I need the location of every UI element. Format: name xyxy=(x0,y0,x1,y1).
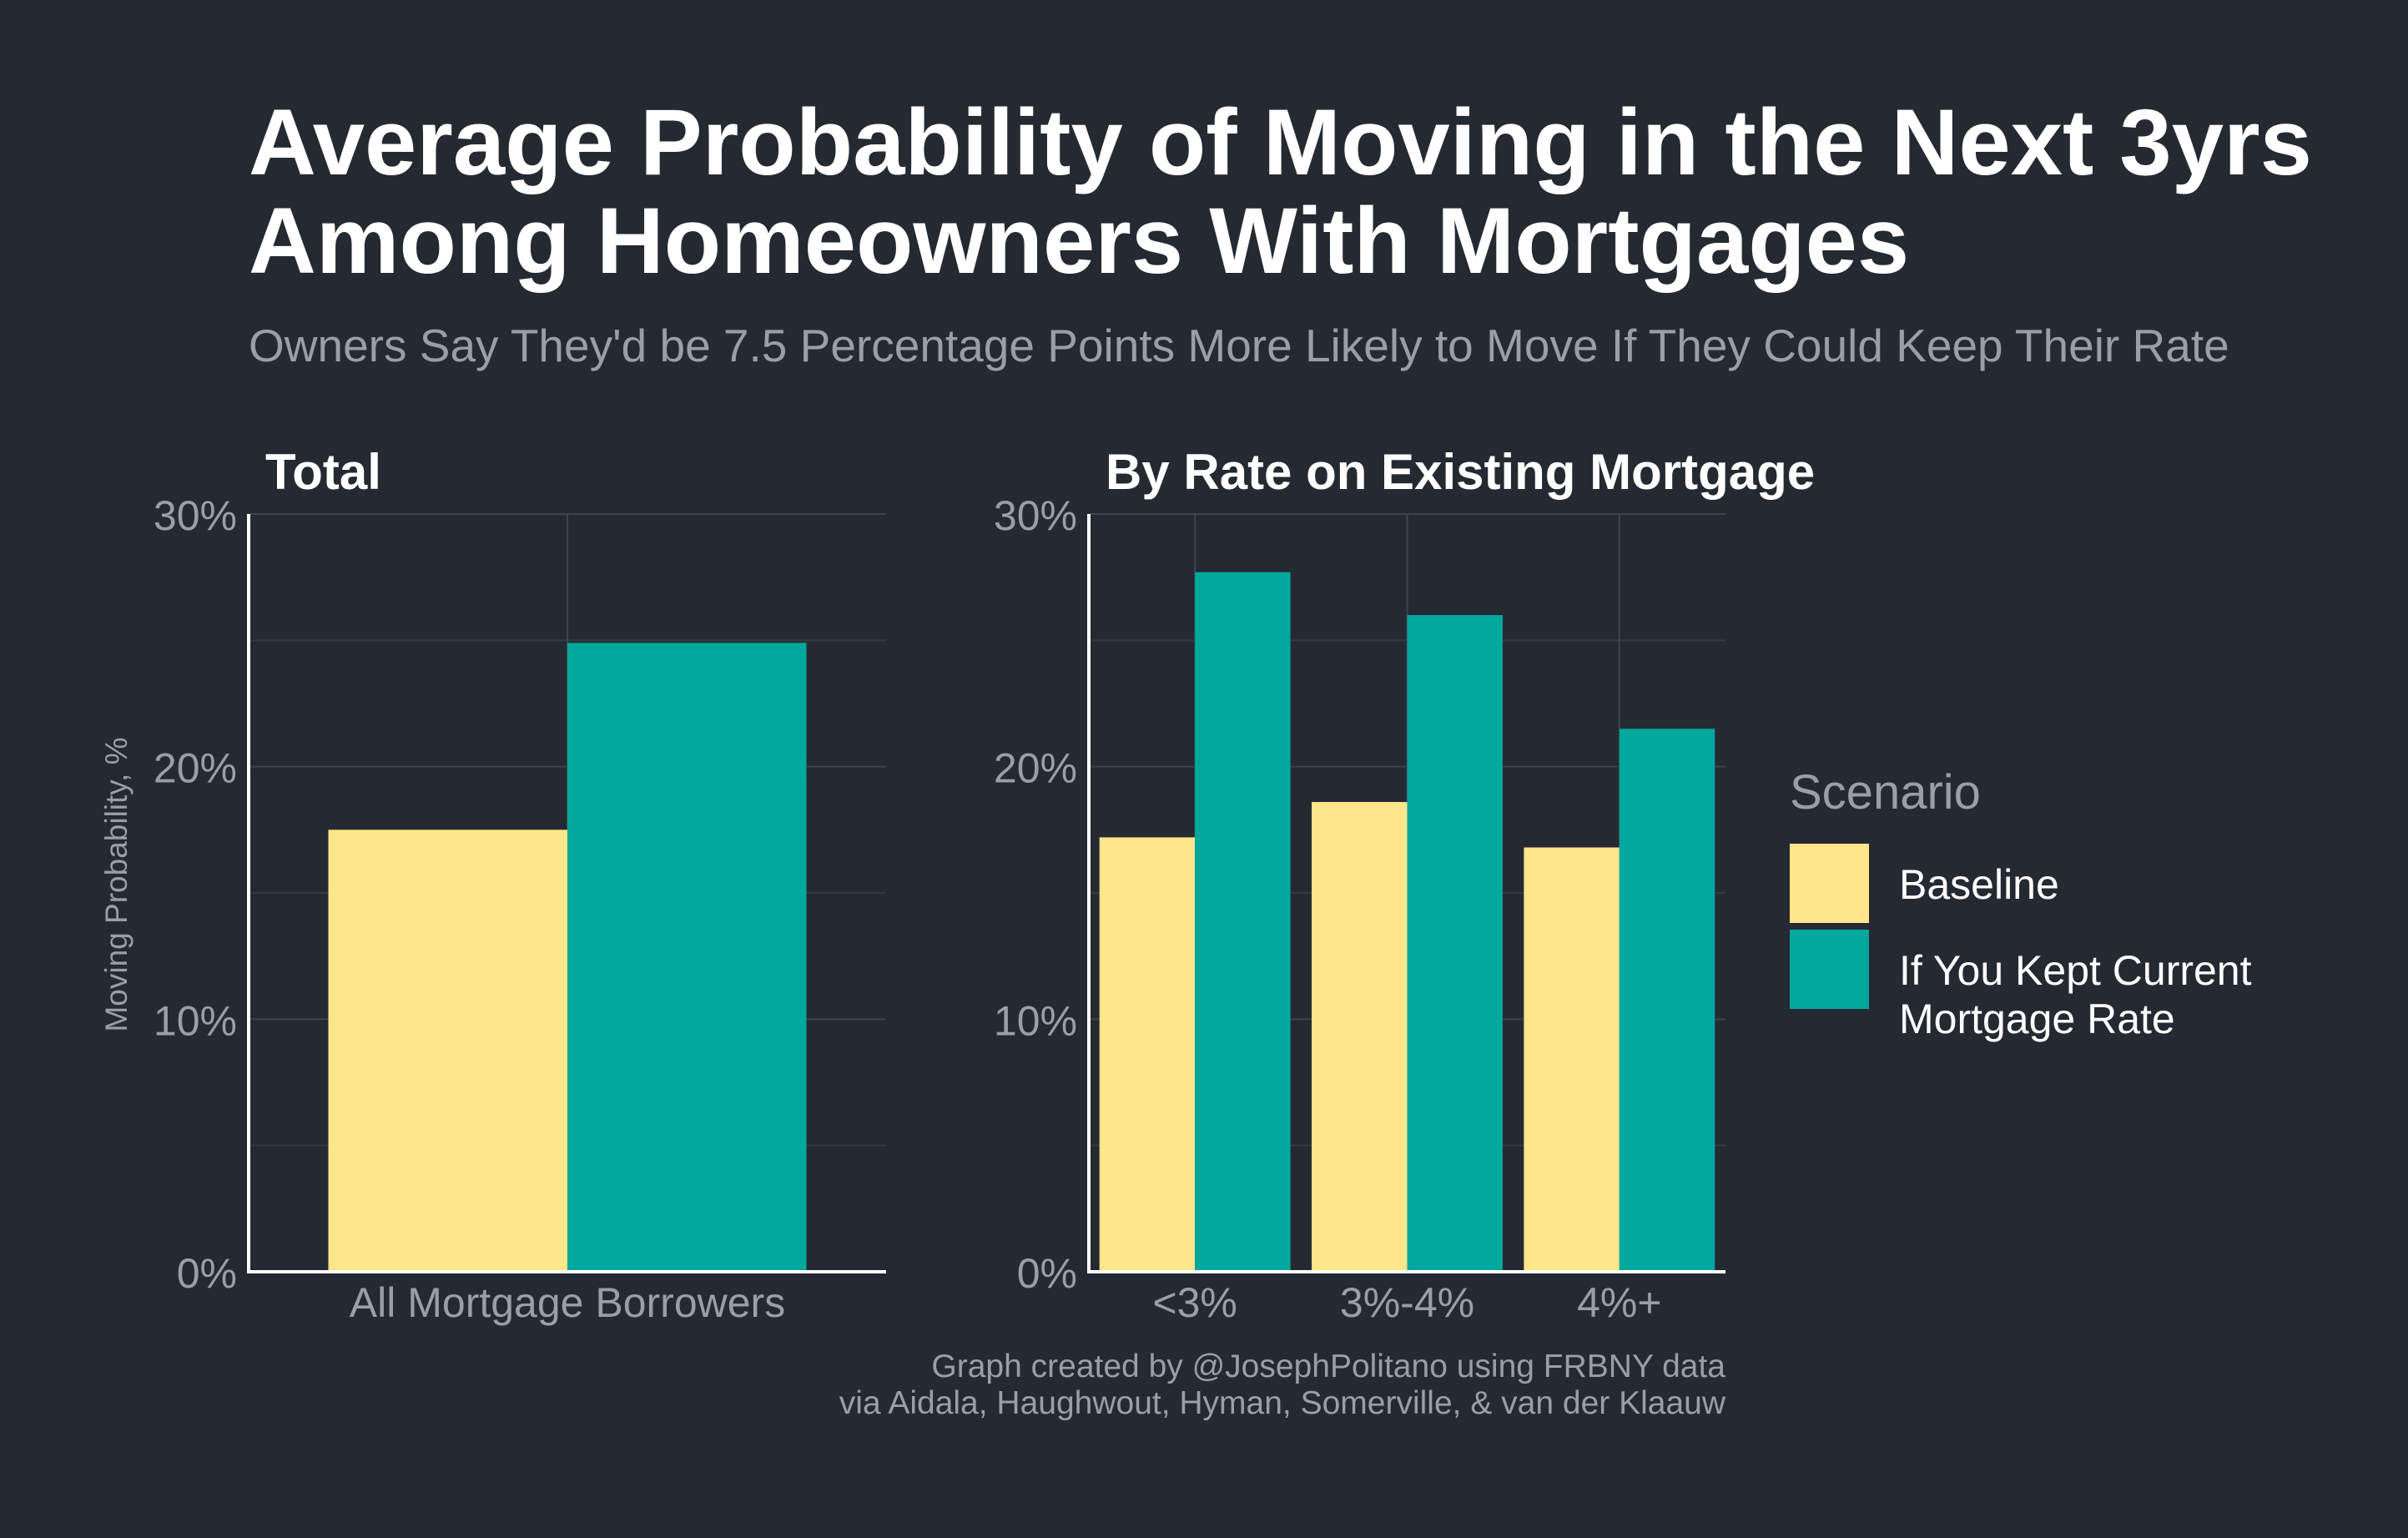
panel-1-bar-baseline-all-mortgage-borrowers xyxy=(328,830,567,1272)
legend-swatch-kept-rate xyxy=(1790,930,1869,1009)
legend-item-kept-rate: If You Kept Current Mortgage Rate xyxy=(1790,930,2333,1043)
panel-1-title: Total xyxy=(265,444,381,500)
panel-2-title: By Rate on Existing Mortgage xyxy=(1106,444,1815,500)
panel-2-xtick-label: 3%-4% xyxy=(1340,1279,1474,1326)
panel-2-xtick-label: 4%+ xyxy=(1577,1279,1661,1326)
chart-subtitle: Owners Say They'd be 7.5 Percentage Poin… xyxy=(249,320,2229,371)
panel-2-ytick-label: 20% xyxy=(994,745,1077,792)
legend-title: Scenario xyxy=(1790,765,1981,819)
chart-title-line-1: Average Probability of Moving in the Nex… xyxy=(249,90,2312,194)
source-caption: Graph created by @JosephPolitano using F… xyxy=(839,1349,1725,1422)
panel-2-ytick-label: 10% xyxy=(994,997,1077,1044)
legend-label-kept-rate: If You Kept Current Mortgage Rate xyxy=(1899,947,2252,1042)
panel-2-bar-kept-rate-3-4 xyxy=(1407,615,1503,1272)
legend-swatch-baseline xyxy=(1790,844,1869,923)
panel-2-bar-baseline-3 xyxy=(1099,837,1196,1272)
panel-2-bar-baseline-3-4 xyxy=(1312,802,1408,1272)
panel-1-xtick-label: All Mortgage Borrowers xyxy=(350,1279,785,1326)
panel-2-bar-kept-rate-4 xyxy=(1619,729,1715,1272)
panel-1-bar-kept-rate-all-mortgage-borrowers xyxy=(567,643,807,1272)
legend-item-baseline: Baseline xyxy=(1790,844,2333,923)
panel-1-ytick-label: 10% xyxy=(154,997,237,1044)
panel-2-xtick-label: <3% xyxy=(1152,1279,1237,1326)
caption-line-1: Graph created by @JosephPolitano using F… xyxy=(931,1349,1725,1384)
legend: Scenario Baseline If You Kept Current Mo… xyxy=(1790,764,2333,1050)
chart-title: Average Probability of Moving in the Nex… xyxy=(249,93,2385,290)
panel-2-bar-baseline-4 xyxy=(1524,847,1620,1272)
panel-1-ytick-label: 20% xyxy=(154,745,237,792)
legend-label-baseline: Baseline xyxy=(1899,861,2059,908)
caption-line-2: via Aidala, Haughwout, Hyman, Somerville… xyxy=(839,1385,1725,1421)
panel-2-ytick-label: 30% xyxy=(994,492,1077,539)
panel-2-ytick-label: 0% xyxy=(1017,1250,1077,1297)
panel-2-bar-kept-rate-3 xyxy=(1195,572,1291,1272)
panel-1-ytick-label: 0% xyxy=(177,1250,237,1297)
chart-title-line-2: Among Homeowners With Mortgages xyxy=(249,189,1910,293)
panel-1-ylabel: Moving Probability, % xyxy=(99,737,133,1031)
panel-1-ytick-label: 30% xyxy=(154,492,237,539)
